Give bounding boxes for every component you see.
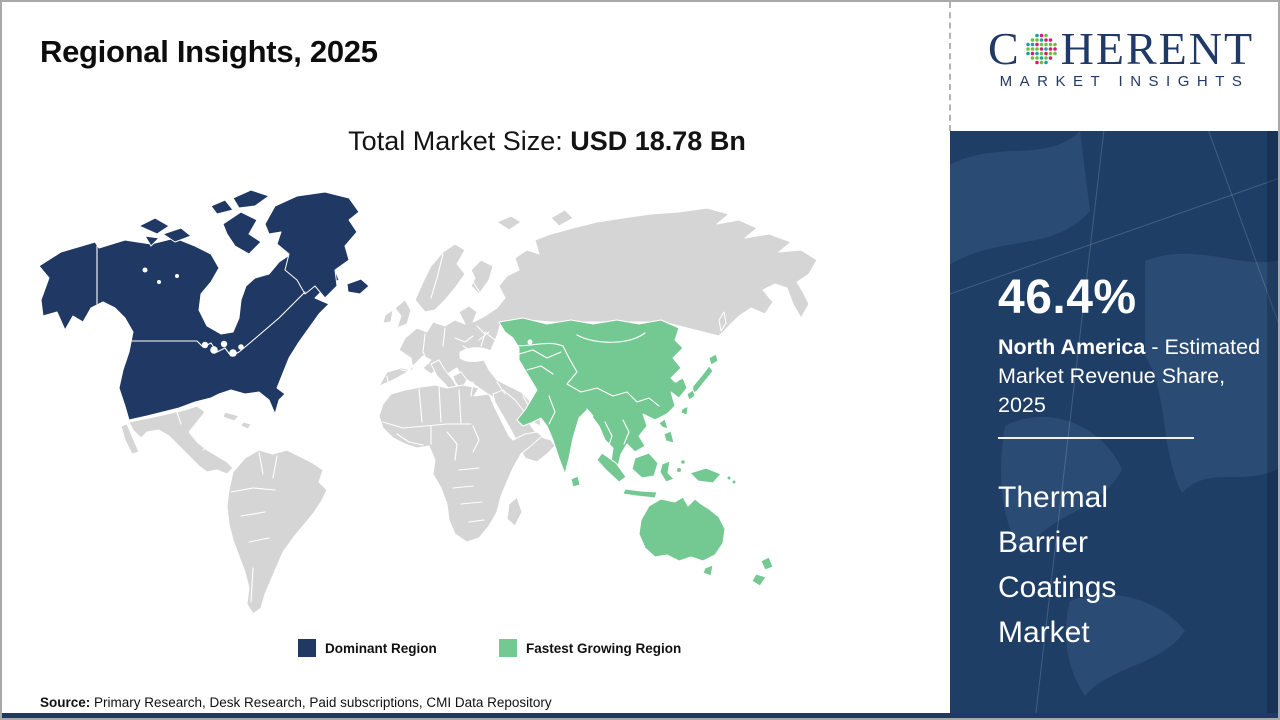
legend-item-fastest-growing: Fastest Growing Region xyxy=(499,639,681,657)
market-share-value: 46.4% xyxy=(998,271,1137,324)
sidebar-divider xyxy=(998,437,1194,439)
country-borders-apac xyxy=(502,332,678,449)
share-desc-rest: - Estimated Market Revenue Share, 2025 xyxy=(998,335,1261,417)
north-america-details xyxy=(96,245,306,357)
fastest-growing-region-swatch xyxy=(499,639,517,657)
dominant-region-swatch xyxy=(298,639,316,657)
total-market-size-value: USD 18.78 Bn xyxy=(570,126,746,156)
inland-seas xyxy=(459,338,515,379)
brand-tagline: MARKET INSIGHTS xyxy=(999,73,1250,90)
brand-wordmark: C HERENT xyxy=(973,26,1269,72)
brand-letters-rest: HERENT xyxy=(1060,23,1255,74)
dominant-region-label: Dominant Region xyxy=(325,640,437,656)
brand-letter-c: C xyxy=(987,23,1021,74)
page-title: Regional Insights, 2025 xyxy=(40,34,378,69)
market-share-description: North America - Estimated Market Revenue… xyxy=(998,333,1264,420)
sidebar-right-edge xyxy=(1267,131,1278,715)
source-line: Source: Primary Research, Desk Research,… xyxy=(40,695,552,710)
share-region-name: North America xyxy=(998,335,1146,359)
source-text: Primary Research, Desk Research, Paid su… xyxy=(90,695,552,710)
country-borders-other xyxy=(176,253,532,603)
fastest-growing-region-label: Fastest Growing Region xyxy=(526,640,682,656)
brand-logo: C HERENT MARKET INSIGHTS xyxy=(973,26,1269,91)
total-market-size-label: Total Market Size: xyxy=(348,126,571,156)
region-north-america xyxy=(38,189,370,421)
sidebar-map-texture xyxy=(950,131,1278,715)
header-dashed-divider xyxy=(949,2,951,131)
source-label: Source: xyxy=(40,695,91,710)
dotted-globe-icon xyxy=(1025,33,1057,65)
legend-item-dominant: Dominant Region xyxy=(298,639,437,657)
market-name: Thermal Barrier Coatings Market xyxy=(998,481,1117,649)
footer-bar xyxy=(2,713,1278,718)
stats-sidebar: 46.4% North America - Estimated Market R… xyxy=(950,131,1278,715)
world-map xyxy=(38,189,818,615)
total-market-size: Total Market Size: USD 18.78 Bn xyxy=(92,126,1002,157)
